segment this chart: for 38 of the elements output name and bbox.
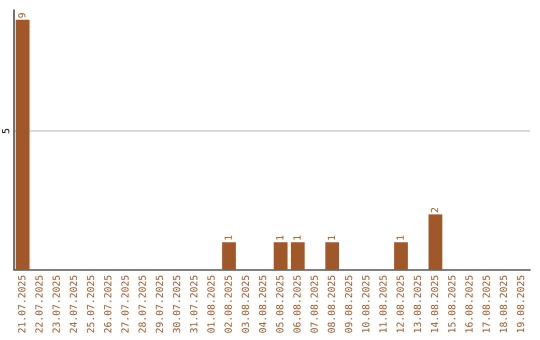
x-tick-label: 18.08.2025 [500,276,508,332]
data-label: 9 [18,13,26,18]
data-label: 1 [224,236,232,240]
data-label: 1 [293,236,301,240]
x-tick-label: 29.07.2025 [156,276,164,333]
x-tick-label: 25.07.2025 [86,276,94,333]
x-tick-label: 10.08.2025 [362,276,370,332]
x-tick-label: 17.08.2025 [482,276,490,332]
x-tick-label: 01.08.2025 [207,276,215,333]
x-tick-label: 08.08.2025 [328,276,336,333]
x-tick-label: 31.07.2025 [190,276,198,333]
x-tick-label: 12.08.2025 [396,276,404,332]
x-tick-label: 16.08.2025 [465,276,473,332]
x-tick-label: 07.08.2025 [310,276,318,333]
x-tick-label: 04.08.2025 [258,276,266,333]
x-tick-label: 30.07.2025 [172,276,180,333]
x-tick-label: 26.07.2025 [104,276,112,333]
x-tick-label: 05.08.2025 [276,276,284,333]
x-tick-label: 24.07.2025 [70,276,78,333]
x-tick-label: 09.08.2025 [344,276,352,333]
x-tick-label: 22.07.2025 [35,276,43,333]
x-tick-label: 14.08.2025 [430,276,438,332]
data-label: 1 [396,236,404,240]
x-tick-label: 27.07.2025 [121,276,129,333]
x-tick-label: 28.07.2025 [138,276,146,333]
data-label: 1 [328,236,335,240]
data-label: 1 [276,236,284,240]
x-tick-label: 13.08.2025 [414,276,422,332]
x-tick-label: 02.08.2025 [224,276,232,333]
x-tick-label: 03.08.2025 [242,276,250,333]
x-tick-label: 06.08.2025 [293,276,301,333]
x-tick-label: 19.08.2025 [516,276,524,332]
x-tick-label: 15.08.2025 [448,276,456,332]
data-label: 2 [430,208,438,212]
x-tick-label: 21.07.2025 [18,276,26,333]
x-tick-label: 23.07.2025 [52,276,60,333]
x-tick-label: 11.08.2025 [379,276,387,332]
y-tick-label: 5 [2,128,10,134]
